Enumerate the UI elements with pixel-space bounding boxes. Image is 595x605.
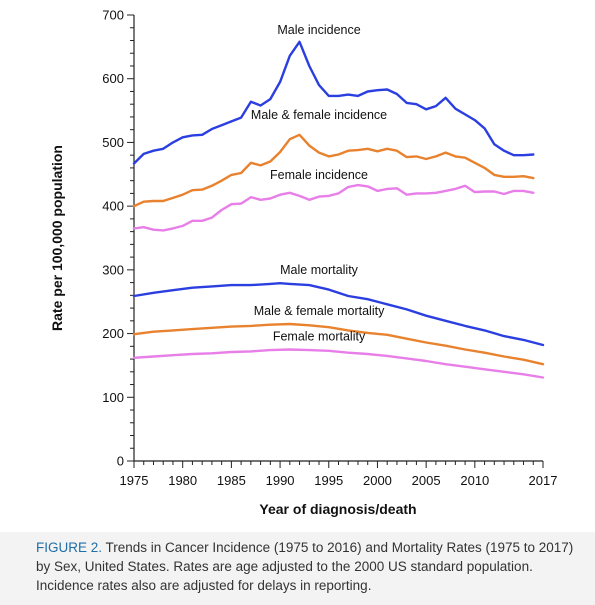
series-labels: Male incidence Male & female incidence Fem… xyxy=(251,23,387,344)
series-line-male-female-incidence xyxy=(132,133,535,208)
series-label: Male mortality xyxy=(280,263,359,277)
series-line-female-mortality xyxy=(132,348,545,379)
y-tick-label: 200 xyxy=(102,326,124,341)
figure-caption: FIGURE 2. Trends in Cancer Incidence (19… xyxy=(36,538,581,595)
x-tick-label: 1995 xyxy=(314,473,343,488)
y-tick-label: 100 xyxy=(102,390,124,405)
series-label: Female mortality xyxy=(273,330,366,344)
y-tick-label: 500 xyxy=(102,135,124,150)
x-tick-label: 1975 xyxy=(120,473,149,488)
series-line-female-incidence xyxy=(132,183,535,232)
axes: 0 100 200 300 400 500 600 700 1975 1980 1985 1990 19… xyxy=(102,8,557,489)
series-line-male-incidence xyxy=(132,40,535,165)
series-label: Male incidence xyxy=(277,23,360,37)
x-tick-label: 2005 xyxy=(412,473,441,488)
x-tick-label: 1980 xyxy=(168,473,197,488)
x-axis-title: Year of diagnosis/death xyxy=(259,501,416,517)
y-tick-label: 300 xyxy=(102,262,124,277)
line-chart: 0 100 200 300 400 500 600 700 1975 1980 1985 1990 19… xyxy=(49,8,557,518)
caption-band: FIGURE 2. Trends in Cancer Incidence (19… xyxy=(0,532,595,605)
series-line-male-female-mortality xyxy=(132,322,545,366)
x-tick-label: 2017 xyxy=(529,473,558,488)
x-tick-label: 1985 xyxy=(217,473,246,488)
y-tick-label: 0 xyxy=(117,454,124,469)
x-tick-label: 2000 xyxy=(363,473,392,488)
caption-lead: FIGURE 2. xyxy=(36,540,103,555)
x-tick-label: 1990 xyxy=(266,473,295,488)
caption-text: Trends in Cancer Incidence (1975 to 2016… xyxy=(36,540,574,593)
x-tick-label: 2010 xyxy=(460,473,489,488)
y-tick-label: 600 xyxy=(102,71,124,86)
series-label: Male & female incidence xyxy=(251,108,387,122)
y-tick-label: 400 xyxy=(102,199,124,214)
series-label: Male & female mortality xyxy=(254,304,385,318)
y-tick-label: 700 xyxy=(102,8,124,23)
y-axis-title: Rate per 100,000 population xyxy=(49,145,65,331)
series-label: Female incidence xyxy=(270,168,368,182)
series-lines xyxy=(132,40,545,379)
series-line-male-mortality xyxy=(132,282,545,347)
